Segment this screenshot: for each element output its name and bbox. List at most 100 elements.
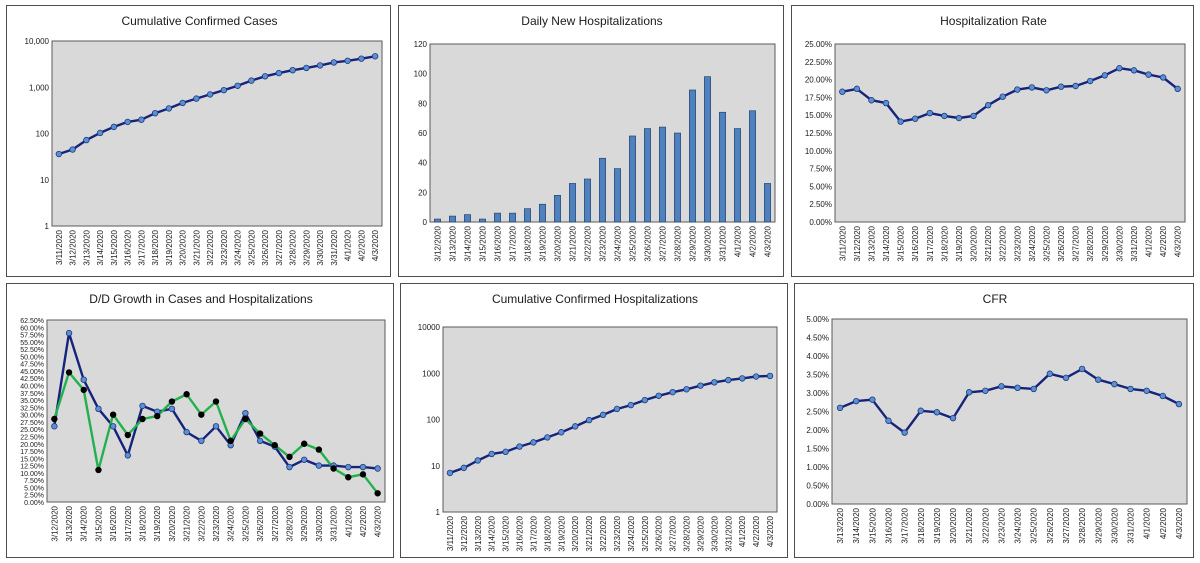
x-tick-label: 4/1/2020 (734, 225, 743, 257)
data-point (868, 97, 875, 104)
x-tick-label: 3/30/2020 (704, 225, 713, 261)
data-point (138, 116, 145, 123)
data-point (882, 99, 890, 107)
data-point (1014, 86, 1021, 93)
data-point (271, 442, 278, 449)
y-tick-label: 12.50% (805, 129, 832, 138)
data-point (256, 430, 264, 437)
bar (464, 214, 471, 223)
y-tick-label: 4.50% (806, 334, 829, 343)
x-tick-label: 4/3/2020 (766, 515, 775, 547)
y-tick-label: 0.00% (24, 500, 44, 507)
data-point (1057, 83, 1065, 90)
x-tick-label: 3/13/2020 (867, 225, 876, 261)
bar (644, 128, 651, 223)
x-tick-label: 3/27/2020 (669, 515, 678, 551)
bar (509, 212, 516, 223)
data-point (965, 389, 973, 396)
y-tick-label: 10 (431, 462, 440, 471)
x-tick-label: 3/11/2020 (838, 225, 847, 261)
y-tick-label: 62.50% (20, 318, 44, 325)
x-tick-label: 3/26/2020 (261, 229, 270, 265)
x-tick-label: 3/25/2020 (1042, 225, 1051, 261)
x-tick-label: 3/30/2020 (315, 505, 324, 541)
x-tick-label: 3/17/2020 (509, 225, 518, 261)
x-tick-label: 4/3/2020 (374, 505, 383, 537)
x-tick-label: 3/26/2020 (1046, 507, 1055, 543)
x-tick-label: 3/24/2020 (1014, 507, 1023, 543)
x-tick-label: 3/23/2020 (212, 505, 221, 541)
x-tick-label: 3/13/2020 (474, 515, 483, 551)
data-point (300, 456, 308, 463)
data-point (124, 118, 131, 126)
x-tick-label: 3/25/2020 (241, 505, 250, 541)
chart-daily-hospitalizations: Daily New Hospitalizations 0 20 40 60 80 100 12… (414, 14, 776, 262)
x-tick-label: 4/3/2020 (1175, 507, 1184, 539)
data-point (949, 414, 957, 422)
data-point (220, 86, 228, 94)
data-point (95, 466, 102, 474)
x-tick-label: 3/13/2020 (65, 505, 74, 541)
x-tick-label: 3/21/2020 (965, 507, 974, 543)
y-tick-label: 1 (436, 508, 441, 517)
data-point (933, 409, 941, 416)
x-tick-label: 3/25/2020 (641, 515, 650, 551)
x-tick-label: 3/27/2020 (275, 229, 284, 265)
data-point (371, 53, 379, 60)
data-point (853, 85, 861, 93)
y-tick-label: 60 (418, 129, 427, 138)
data-point (289, 66, 296, 74)
data-point (183, 391, 190, 398)
x-tick-label: 3/31/2020 (719, 225, 728, 261)
bar (749, 110, 756, 223)
y-tick-label: 45.00% (20, 369, 44, 376)
x-tick-label: 3/12/2020 (50, 505, 59, 541)
data-point (96, 129, 104, 137)
y-tick-label: 1.50% (806, 445, 829, 454)
data-point (446, 469, 454, 477)
data-point (242, 415, 249, 423)
x-tick-label: 3/24/2020 (227, 505, 236, 541)
chart-panel-daily-hospitalizations: Daily New Hospitalizations 0 20 40 60 80 100 12… (398, 5, 784, 277)
y-tick-label: 20.00% (805, 76, 832, 85)
x-tick-label: 3/20/2020 (168, 505, 177, 541)
bar (734, 128, 741, 223)
data-point (655, 392, 662, 399)
data-point (1046, 370, 1054, 377)
data-point (474, 457, 481, 464)
bar (719, 111, 726, 223)
data-point (544, 434, 551, 441)
x-tick-label: 3/19/2020 (153, 505, 162, 541)
y-tick-label: 5.00% (809, 182, 832, 191)
x-tick-label: 3/17/2020 (529, 515, 538, 551)
x-tick-label: 3/23/2020 (599, 225, 608, 261)
x-tick-label: 3/17/2020 (901, 507, 910, 543)
x-tick-label: 3/28/2020 (683, 515, 692, 551)
x-tick-label: 3/14/2020 (80, 505, 89, 541)
chart-title: Hospitalization Rate (940, 14, 1047, 28)
x-tick-label: 3/31/2020 (1127, 507, 1136, 543)
x-tick-label: 3/31/2020 (330, 505, 339, 541)
x-tick-label: 3/18/2020 (524, 225, 533, 261)
x-tick-label: 3/15/2020 (110, 229, 119, 265)
series-line (839, 367, 1180, 434)
x-tick-label: 3/24/2020 (1028, 225, 1037, 261)
data-point (358, 55, 365, 62)
y-tick-label: 30.00% (20, 413, 44, 420)
data-point (206, 91, 214, 98)
data-point (585, 416, 593, 424)
data-point (374, 490, 381, 497)
y-tick-label: 2.50% (809, 200, 832, 209)
data-point (1130, 67, 1138, 74)
y-tick-label: 50.00% (20, 354, 44, 361)
data-point (83, 136, 90, 144)
x-tick-label: 4/1/2020 (344, 505, 353, 537)
data-point (1175, 400, 1183, 408)
chart-cumulative-hospitalizations: Cumulative Confirmed Hospitalizations 1 10… (418, 292, 778, 552)
data-point (51, 415, 58, 423)
x-tick-label: 3/31/2020 (724, 515, 733, 551)
data-point (151, 109, 159, 117)
data-point (248, 77, 255, 84)
plot-area (834, 43, 1186, 223)
x-tick-label: 3/14/2020 (852, 507, 861, 543)
